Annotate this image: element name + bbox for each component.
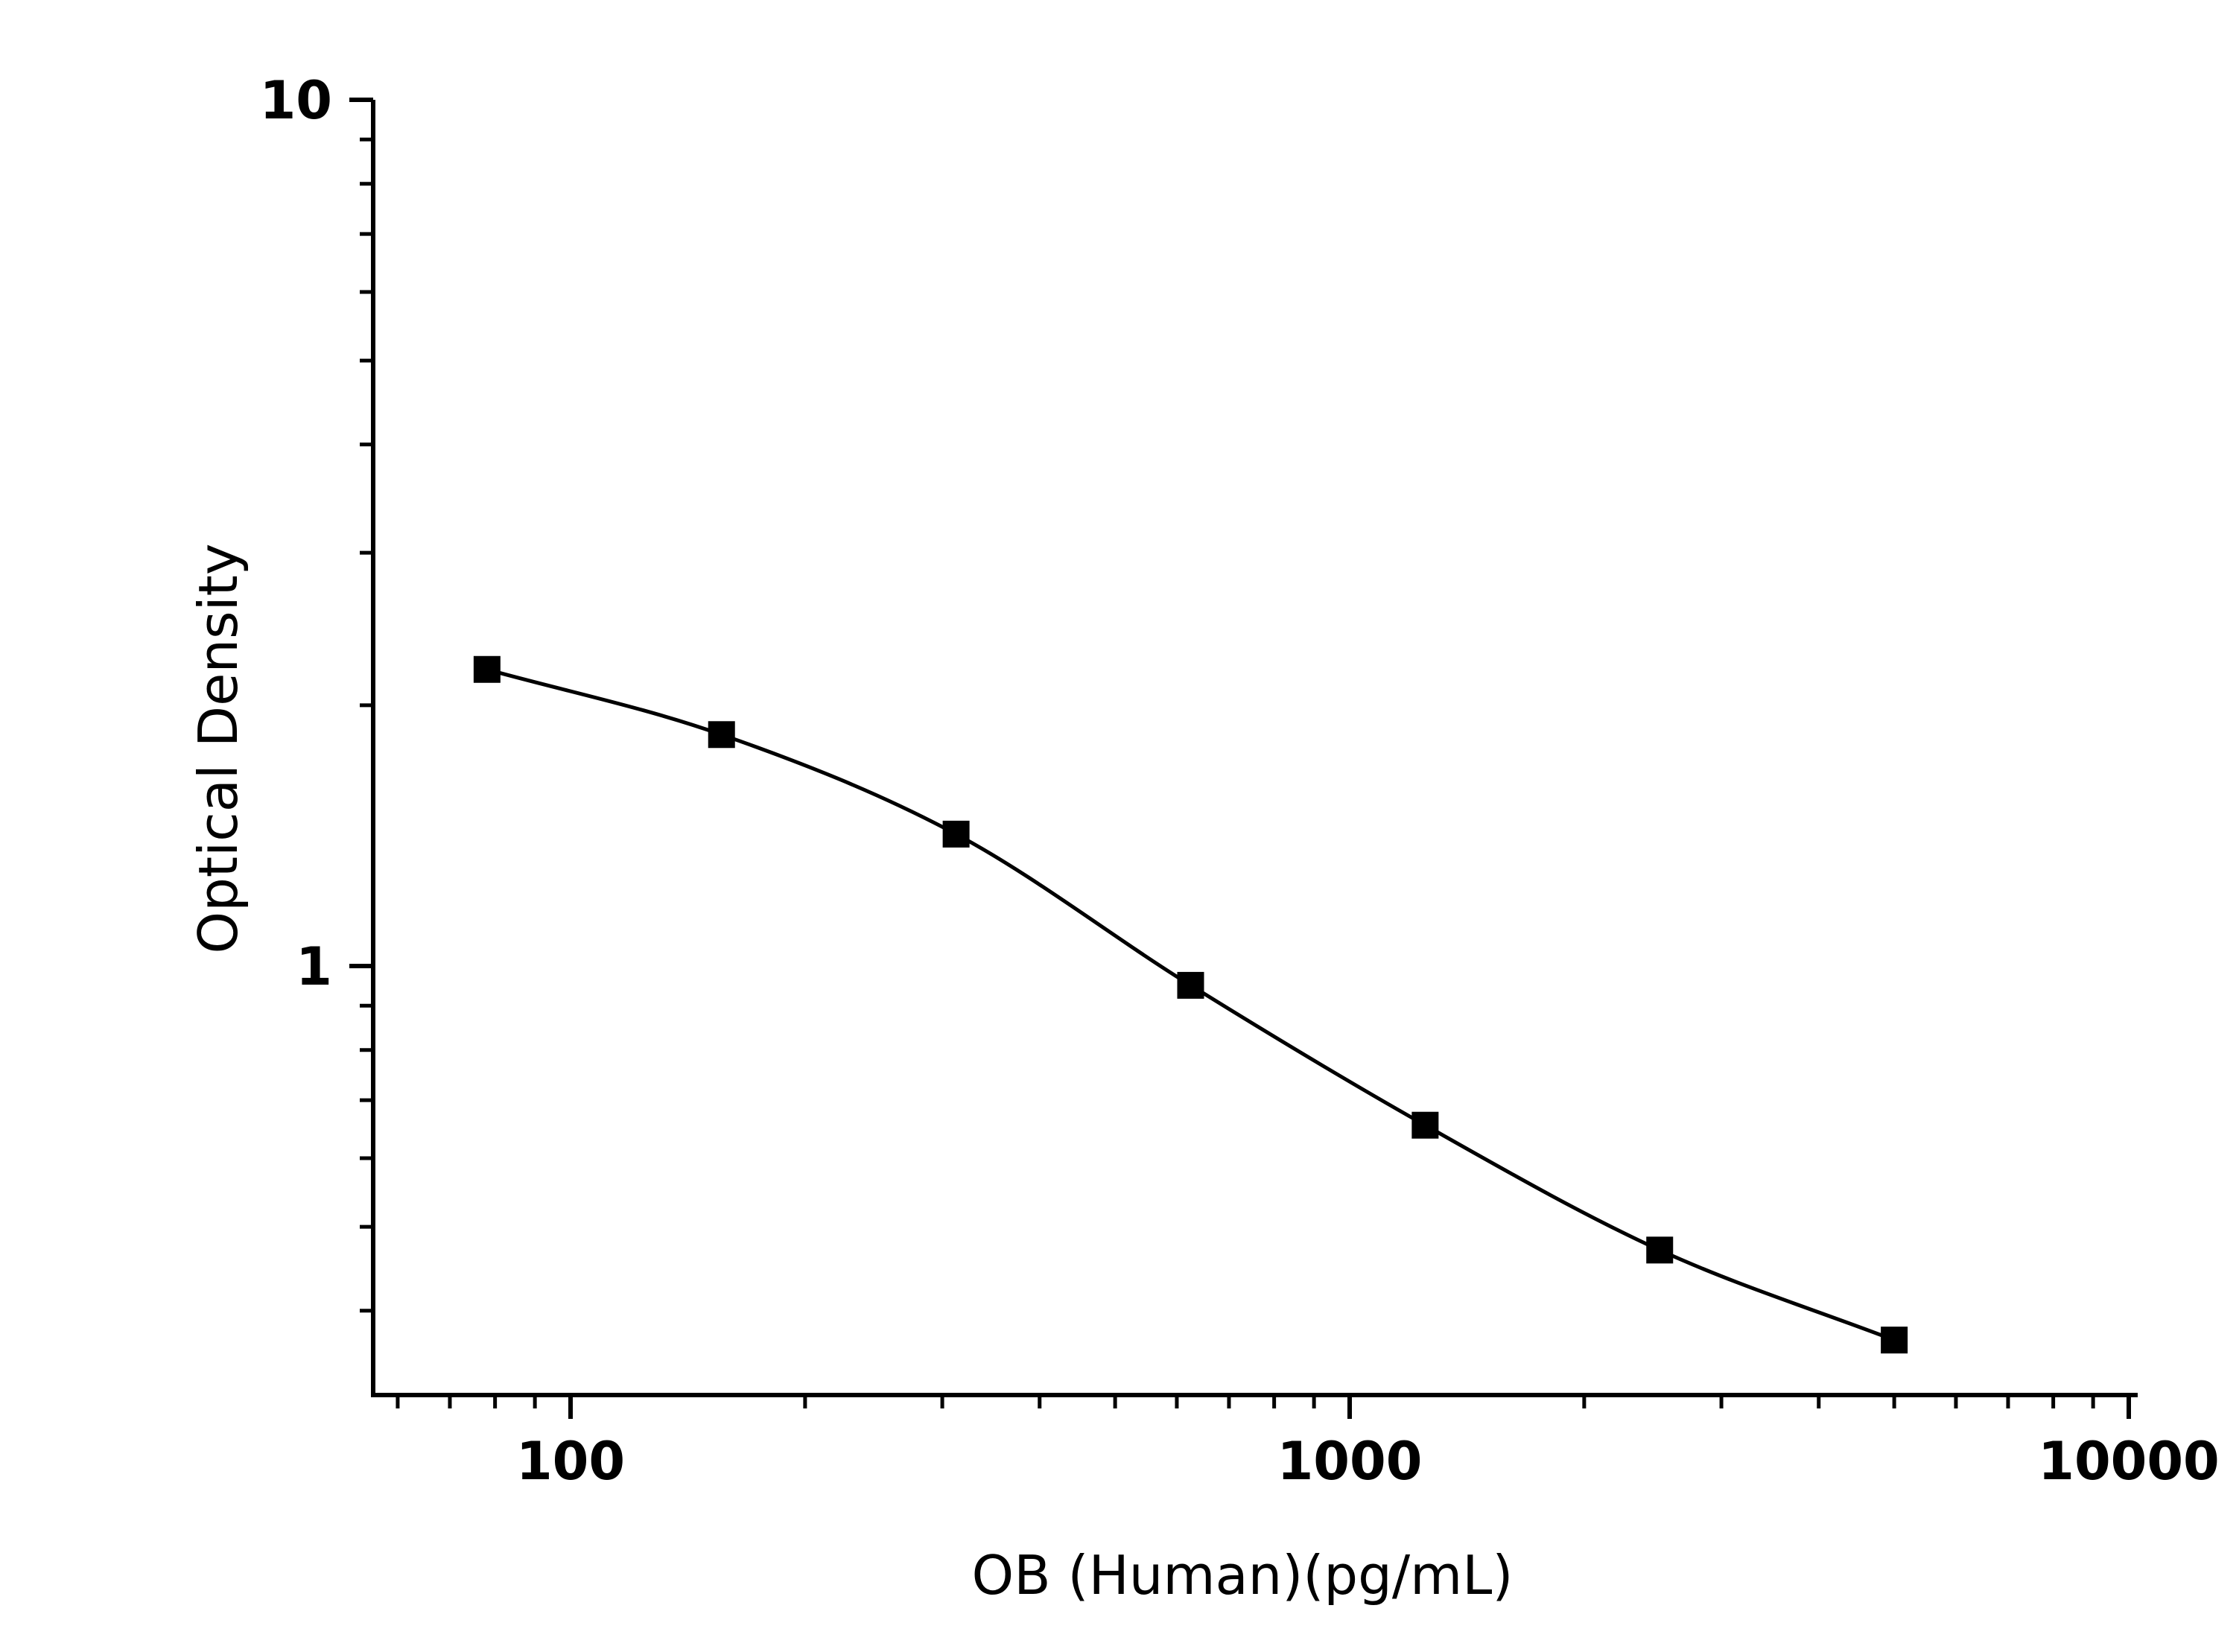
data-point-marker xyxy=(1646,1236,1674,1264)
x-tick-label: 1000 xyxy=(1277,1431,1423,1492)
axes xyxy=(371,100,2138,1397)
x-tick-label: 10000 xyxy=(2038,1431,2220,1492)
data-point-marker xyxy=(1411,1111,1439,1139)
data-point-marker xyxy=(1881,1327,1908,1354)
data-point-marker xyxy=(942,820,970,848)
y-tick-label: 10 xyxy=(260,70,332,131)
series-line xyxy=(486,667,1895,1342)
data-point-marker xyxy=(473,655,501,683)
y-axis-title: Optical Density xyxy=(187,544,250,954)
x-axis-title: OB (Human)(pg/mL) xyxy=(972,1544,1514,1607)
data-point-marker xyxy=(708,721,735,749)
y-tick-label: 1 xyxy=(296,936,332,997)
series-layer xyxy=(473,655,1908,1354)
ticks xyxy=(349,98,2131,1419)
tick-labels: 100 1000 10000 1 10 xyxy=(260,70,2220,1492)
x-tick-label: 100 xyxy=(516,1431,625,1492)
data-point-marker xyxy=(1177,971,1204,999)
